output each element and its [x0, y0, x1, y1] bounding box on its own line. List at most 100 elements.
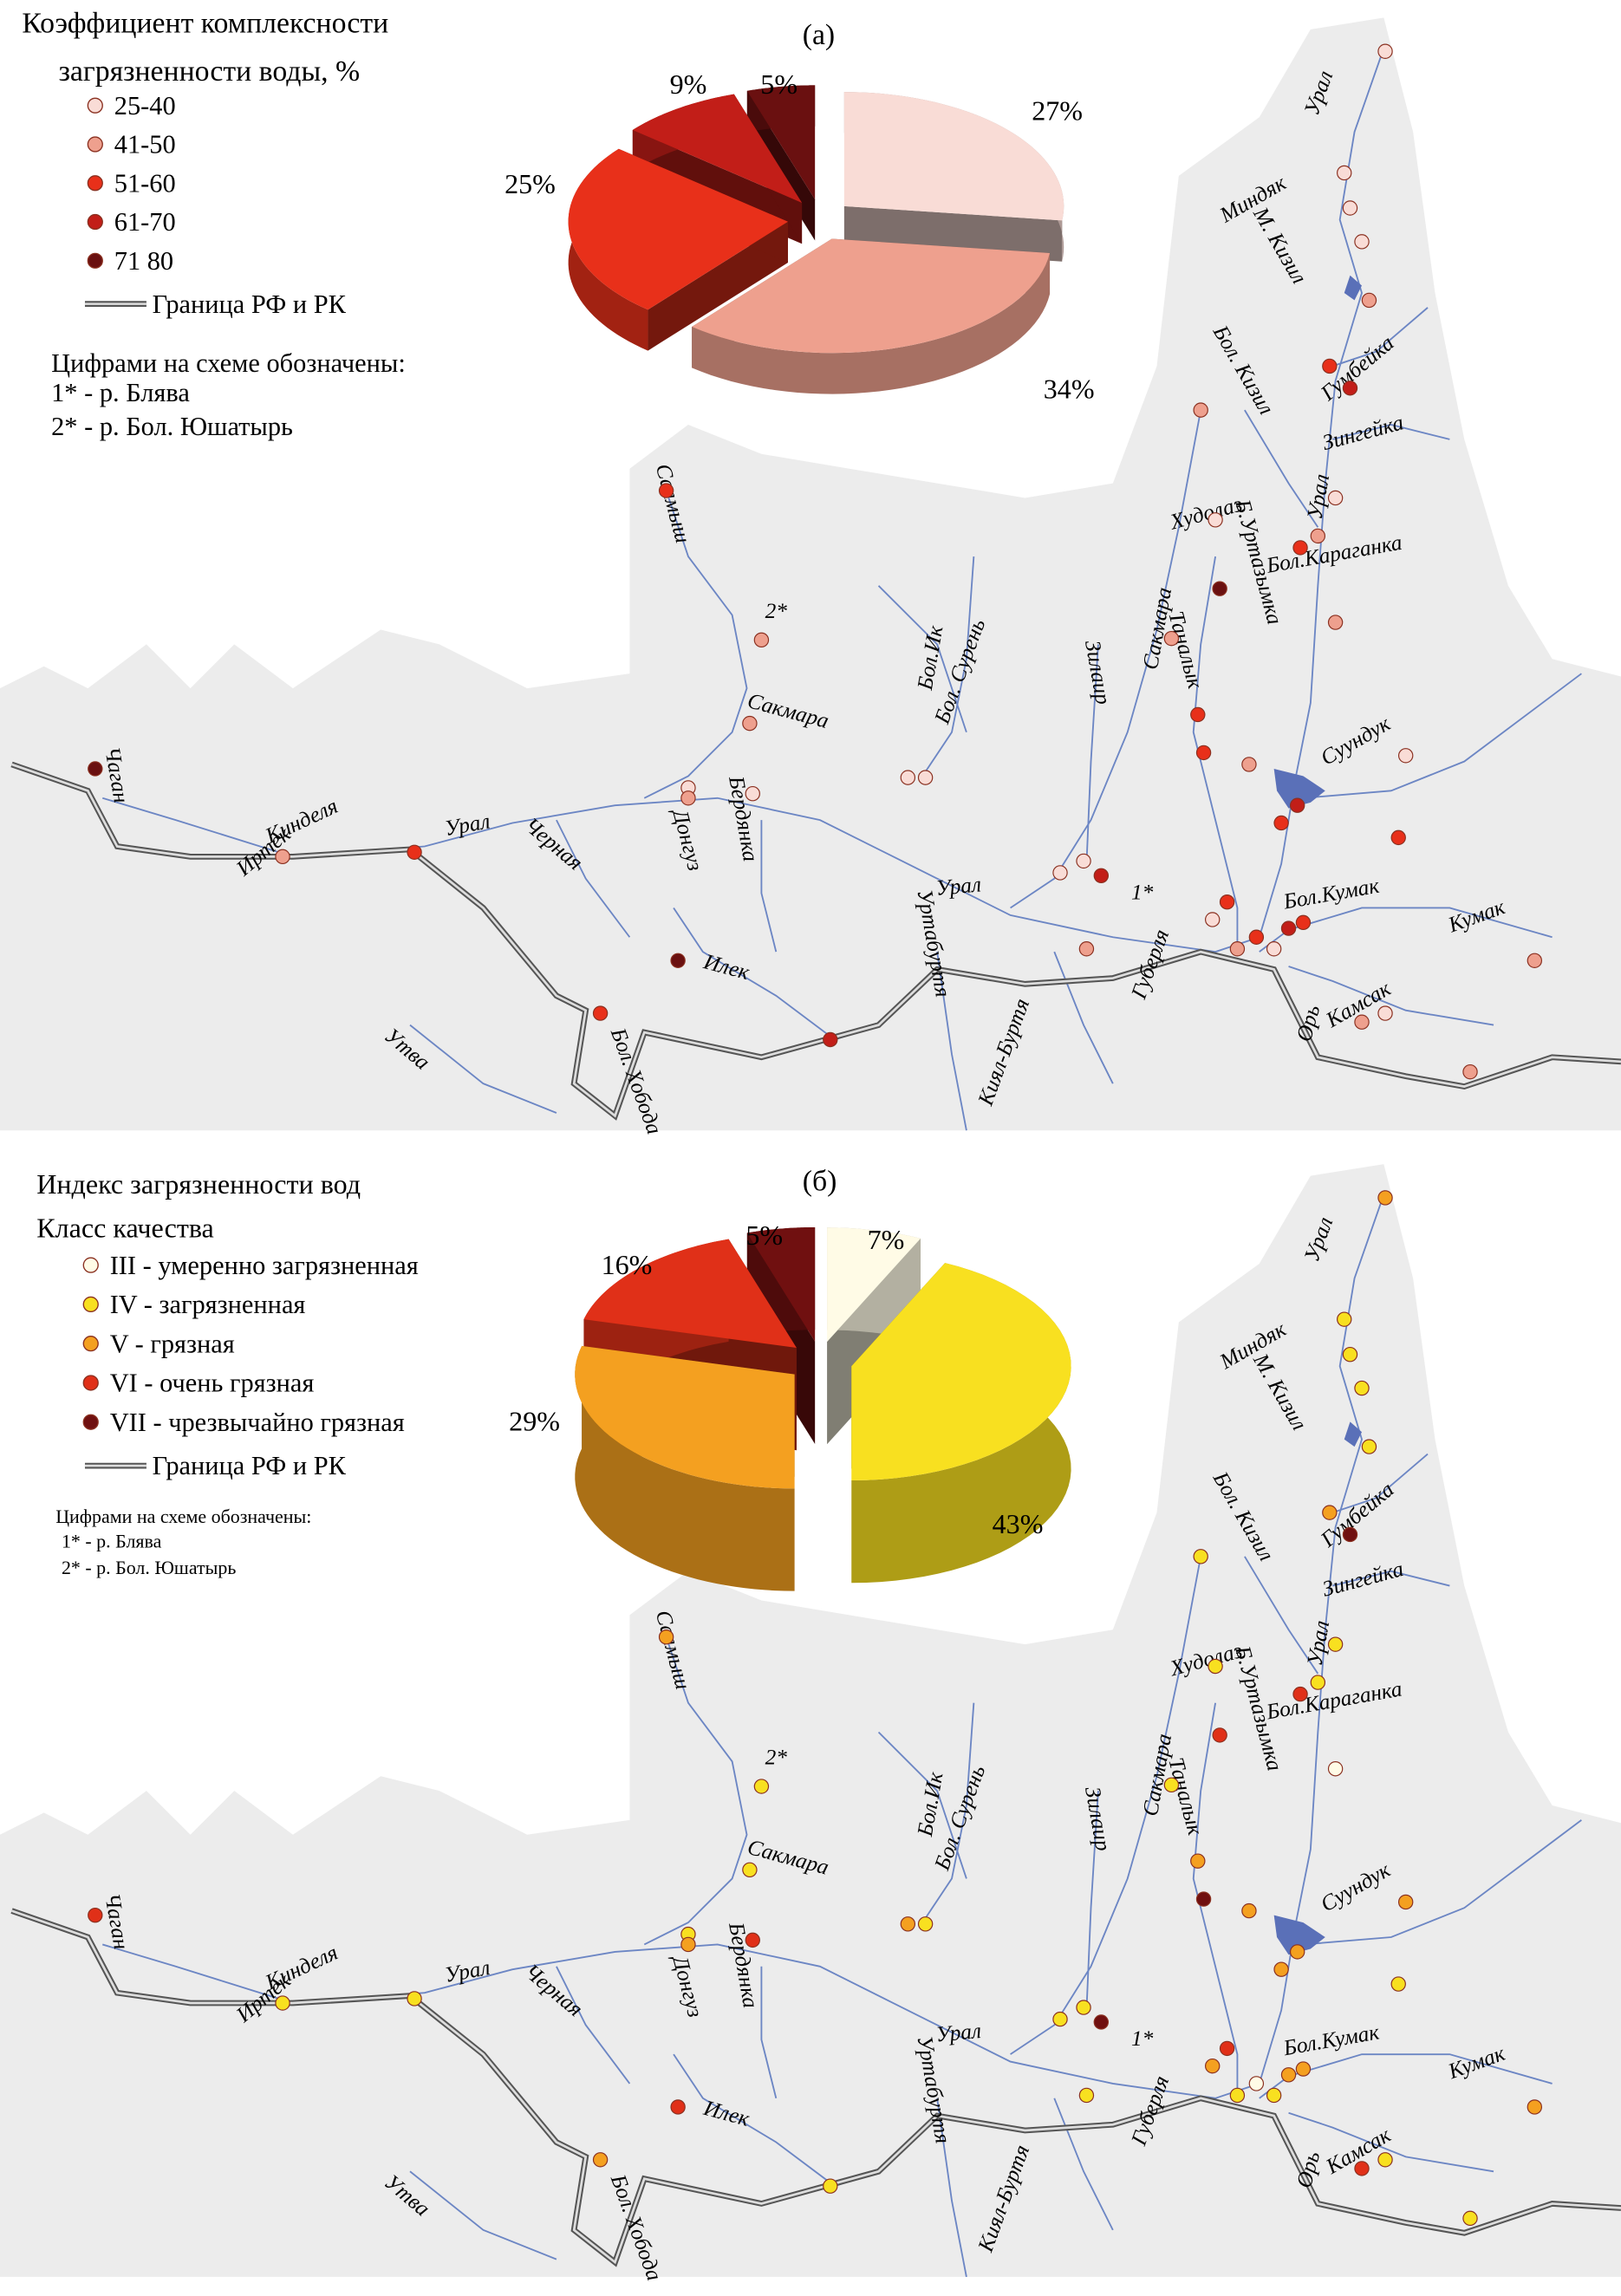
river: [760, 1966, 778, 2099]
station: [1295, 914, 1312, 931]
river: [1053, 2098, 1114, 2231]
river: [1259, 907, 1553, 953]
river: [1259, 2053, 1553, 2099]
station: [1273, 1961, 1289, 1977]
station: [1078, 2087, 1095, 2104]
station: [1397, 748, 1414, 764]
station: [1052, 2011, 1068, 2027]
station: [917, 1916, 934, 1932]
station: [1195, 745, 1212, 761]
pie-label: 5%: [760, 68, 797, 100]
station: [1310, 1675, 1326, 1690]
panel-label: (а): [803, 19, 835, 51]
station: [1280, 920, 1297, 936]
river: [1331, 1453, 1429, 1514]
river: [1010, 1556, 1202, 2055]
station: [1377, 1190, 1393, 1206]
station: [1377, 2152, 1393, 2168]
station: [658, 483, 674, 498]
station: [1310, 528, 1326, 544]
station: [592, 1005, 609, 1021]
station: [1337, 165, 1352, 181]
station: [1093, 2014, 1110, 2030]
legend-swatch: [87, 252, 103, 269]
slice-top: [843, 92, 1064, 221]
station: [1342, 1346, 1358, 1363]
pie-label: 27%: [1032, 95, 1083, 127]
reservoir: [1344, 275, 1363, 301]
station: [658, 1629, 674, 1645]
slice-top: [851, 1263, 1071, 1481]
station: [1219, 894, 1235, 910]
river: [1053, 951, 1114, 1084]
legend-label: III - умеренно загрязненная: [110, 1251, 419, 1280]
station: [1327, 1636, 1344, 1652]
pie-label: 29%: [509, 1406, 560, 1437]
station: [1076, 853, 1091, 869]
slice-side: [575, 1345, 795, 1591]
station: [670, 953, 686, 968]
station: [1361, 1439, 1377, 1454]
station: [1377, 43, 1393, 59]
station: [1266, 941, 1282, 957]
river: [936, 952, 967, 1131]
river-label: 1*: [1131, 2026, 1154, 2051]
slice-top: [746, 85, 816, 200]
slice-top: [568, 148, 788, 310]
station: [1093, 868, 1110, 883]
river-label: 2*: [765, 1746, 788, 1770]
river: [1303, 673, 1582, 799]
station: [1280, 2067, 1297, 2083]
station: [1390, 829, 1406, 846]
note: Цифрами на схеме обозначены:: [51, 348, 406, 378]
station: [1208, 1658, 1223, 1675]
station: [1248, 929, 1265, 945]
river: [1010, 409, 1202, 909]
legend-swatch: [82, 1414, 99, 1430]
river: [1085, 1791, 1099, 2011]
station: [753, 632, 770, 648]
station: [1078, 941, 1095, 957]
station: [1273, 815, 1289, 831]
station: [742, 1862, 758, 1878]
pie-label: 5%: [745, 1220, 783, 1251]
station: [823, 1031, 838, 1048]
pie-slice: [851, 1263, 1071, 1584]
station: [680, 1936, 696, 1953]
station: [1190, 706, 1206, 723]
station: [275, 1995, 290, 2011]
pie-slice: [575, 1345, 795, 1591]
station: [900, 770, 916, 785]
river: [409, 1024, 557, 1114]
river-label: Урал: [934, 2019, 982, 2046]
station: [1190, 1853, 1206, 1869]
pie-label: 34%: [1044, 374, 1095, 405]
legend-label: V - грязная: [110, 1329, 235, 1358]
river: [1303, 1819, 1582, 1946]
station: [1193, 402, 1208, 418]
station: [1342, 380, 1358, 396]
station: [900, 1916, 916, 1932]
station: [1322, 1505, 1338, 1520]
reservoir: [1344, 1421, 1363, 1447]
pie-label: 25%: [505, 168, 556, 199]
legend-label: Граница РФ и РК: [153, 289, 347, 319]
slice-side: [692, 253, 1051, 394]
slice-top: [827, 1227, 921, 1343]
station: [745, 786, 760, 802]
legend-swatch: [82, 1296, 99, 1313]
legend-label: 51-60: [114, 168, 176, 198]
river: [101, 43, 1386, 953]
slice-top: [575, 1345, 795, 1489]
station: [1212, 581, 1227, 596]
station: [1195, 1891, 1212, 1907]
pie-slice: [568, 148, 788, 351]
station: [680, 790, 696, 806]
station: [1361, 292, 1377, 309]
station: [1390, 1976, 1406, 1992]
station: [1527, 953, 1543, 968]
note: 2* - р. Бол. Юшатырь: [62, 1557, 236, 1578]
river-label: 2*: [765, 599, 788, 623]
